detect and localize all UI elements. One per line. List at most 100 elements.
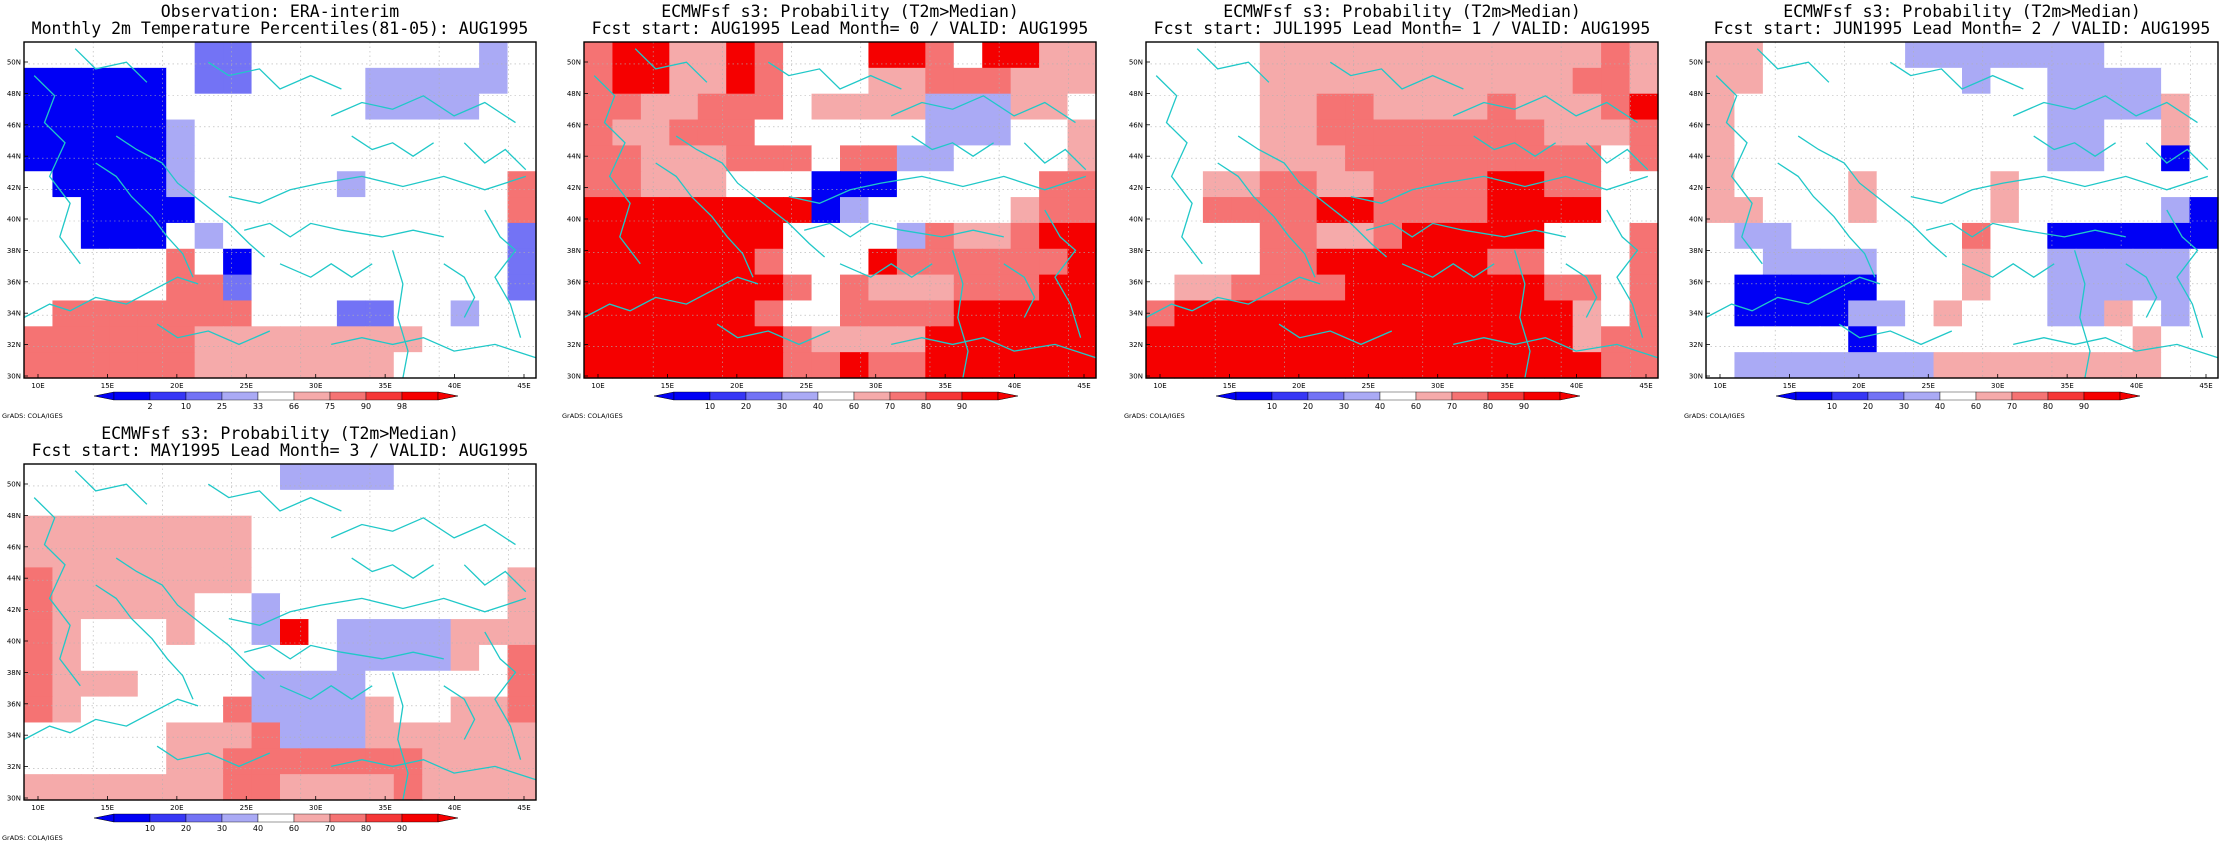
grid-cell xyxy=(450,541,480,568)
grid-cell xyxy=(1259,274,1289,302)
grid-cell xyxy=(1231,93,1261,121)
grid-cell xyxy=(697,145,727,172)
grid-cell xyxy=(612,326,642,353)
grid-cell xyxy=(982,67,1012,95)
grid-cell xyxy=(109,222,139,250)
grid-cell xyxy=(1010,42,1040,69)
grid-cell xyxy=(1430,42,1460,69)
grid-cell xyxy=(166,722,196,749)
grid-cell xyxy=(1010,197,1040,224)
grid-cell xyxy=(109,67,139,95)
grid-cell xyxy=(1734,197,1764,224)
grid-cell xyxy=(251,67,281,95)
grid-cell xyxy=(1819,93,1849,121)
grid-cell xyxy=(1146,352,1176,379)
grid-cell xyxy=(2104,145,2134,172)
grid-cell xyxy=(1990,300,2020,327)
grid-cell xyxy=(336,222,366,250)
grid-cell xyxy=(80,93,110,121)
grid-cell xyxy=(2161,42,2191,69)
grid-cell xyxy=(194,464,224,491)
grid-cell xyxy=(393,489,423,517)
colorbar-segment xyxy=(185,391,223,401)
grid-cell xyxy=(507,222,537,250)
grid-cell xyxy=(1231,222,1261,250)
grid-cell xyxy=(1629,326,1659,353)
grid-cell xyxy=(194,352,224,379)
grid-cell xyxy=(1487,274,1517,302)
panel-title-line2: Fcst start: JUL1995 Lead Month= 1 / VALI… xyxy=(1153,19,1651,38)
grid-cell xyxy=(1734,145,1764,172)
grid-cell xyxy=(251,248,281,276)
grid-cell xyxy=(584,42,614,69)
grid-cell xyxy=(280,619,310,646)
lat-tick-label: 44N xyxy=(1129,153,1143,161)
grid-cell xyxy=(640,300,670,327)
grid-cell xyxy=(669,300,699,327)
grid-cell xyxy=(1876,248,1906,276)
grid-cell xyxy=(1962,145,1992,172)
grid-cell xyxy=(109,515,139,543)
grid-cell xyxy=(811,352,841,379)
grid-cell xyxy=(479,541,509,568)
grid-cell xyxy=(1905,171,1935,198)
grid-cell xyxy=(1791,222,1821,250)
grid-cell xyxy=(1629,42,1659,69)
grid-cell xyxy=(24,93,54,121)
grid-cell xyxy=(1146,197,1176,224)
coastline xyxy=(74,470,148,505)
grid-cell xyxy=(1544,42,1574,69)
grid-cell xyxy=(1933,326,1963,353)
grid-cell xyxy=(109,93,139,121)
grid-cell xyxy=(811,171,841,198)
grid-cell xyxy=(1905,352,1935,379)
grid-cell xyxy=(953,352,983,379)
grid-cell xyxy=(479,567,509,594)
grid-cell xyxy=(1402,93,1432,121)
colorbar: 10 20 30 40 60 70 80 90 xyxy=(93,813,459,833)
grid-cell xyxy=(953,67,983,95)
lat-tick-label: 46N xyxy=(7,543,21,551)
grid-cell xyxy=(422,222,452,250)
grid-cell xyxy=(1402,326,1432,353)
grid-cell xyxy=(1288,300,1318,327)
grid-cell xyxy=(336,489,366,517)
lat-tick-label: 50N xyxy=(7,59,21,67)
grid-cell xyxy=(422,171,452,198)
map-plot: 10E 15E 20E 25E 30E 35E 40E 45E 30N 32N 34N 36N 38N 4… xyxy=(1689,41,2219,390)
colorbar-arrow-low xyxy=(1215,391,1237,401)
grid-cell xyxy=(1288,326,1318,353)
coastline xyxy=(351,557,434,579)
grid-cell xyxy=(52,464,82,491)
grid-cell xyxy=(393,171,423,198)
grid-cell xyxy=(1231,326,1261,353)
grid-cell xyxy=(109,197,139,224)
grid-cell xyxy=(1734,93,1764,121)
grid-cell xyxy=(393,67,423,95)
grid-cell xyxy=(1373,42,1403,69)
coastline xyxy=(716,323,831,346)
grid-cell xyxy=(109,644,139,672)
grid-cell xyxy=(1876,42,1906,69)
grid-cell xyxy=(1288,67,1318,95)
grid-cell xyxy=(507,326,537,353)
grid-cell xyxy=(1933,67,1963,95)
grid-cell xyxy=(2161,274,2191,302)
grid-cell xyxy=(1373,145,1403,172)
lon-tick-label: 20E xyxy=(730,382,743,390)
grid-cell xyxy=(280,67,310,95)
grid-cell xyxy=(1629,171,1659,198)
grid-cell xyxy=(1990,119,2020,146)
grid-cell xyxy=(1345,248,1375,276)
grid-cell xyxy=(422,248,452,276)
grid-cell xyxy=(2189,274,2219,302)
colorbar-arrow-high xyxy=(997,391,1019,401)
grid-cell xyxy=(925,248,955,276)
lat-tick-label: 44N xyxy=(7,575,21,583)
grid-cell xyxy=(137,42,167,69)
grid-cell xyxy=(2161,352,2191,379)
grid-cell xyxy=(308,722,338,749)
grid-cell xyxy=(336,722,366,749)
grid-cell xyxy=(1402,300,1432,327)
grid-cell xyxy=(868,42,898,69)
